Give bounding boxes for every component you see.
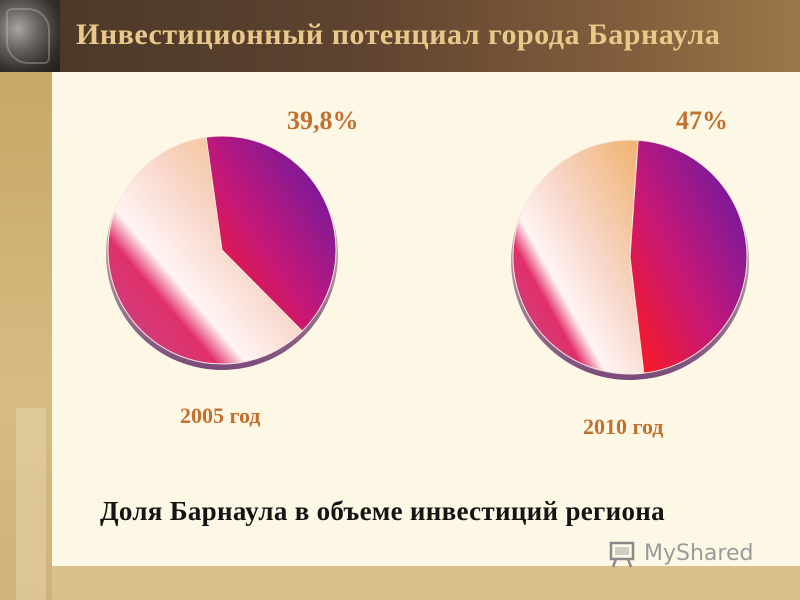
presentation-board-icon bbox=[609, 541, 635, 568]
pie-2010-value-label: 47% bbox=[676, 106, 728, 135]
pie-chart-2005 bbox=[106, 135, 338, 370]
pie-slice-barnaul-share bbox=[629, 139, 748, 374]
slide-title: Инвестиционный потенциал города Барнаула bbox=[76, 18, 721, 51]
pie-2005-year-label: 2005 год bbox=[180, 403, 261, 428]
watermark: MyShared bbox=[606, 538, 766, 572]
city-emblem-icon bbox=[0, 0, 60, 72]
watermark-text: MyShared bbox=[644, 541, 754, 566]
chart-caption: Доля Барнаула в объеме инвестиций регион… bbox=[100, 496, 665, 526]
slide-header: Инвестиционный потенциал города Барнаула bbox=[0, 0, 800, 72]
pie-slice-rest-of-region bbox=[107, 136, 303, 365]
pie-chart-2010 bbox=[511, 139, 749, 380]
bottom-decor-strip bbox=[52, 566, 800, 600]
pie-2010-year-label: 2010 год bbox=[583, 414, 664, 439]
pie-slice-rest-of-region bbox=[512, 139, 645, 375]
pie-2005-value-label: 39,8% bbox=[287, 106, 359, 135]
pie-slice-barnaul-share bbox=[205, 135, 337, 332]
left-decor-strip bbox=[0, 72, 52, 600]
